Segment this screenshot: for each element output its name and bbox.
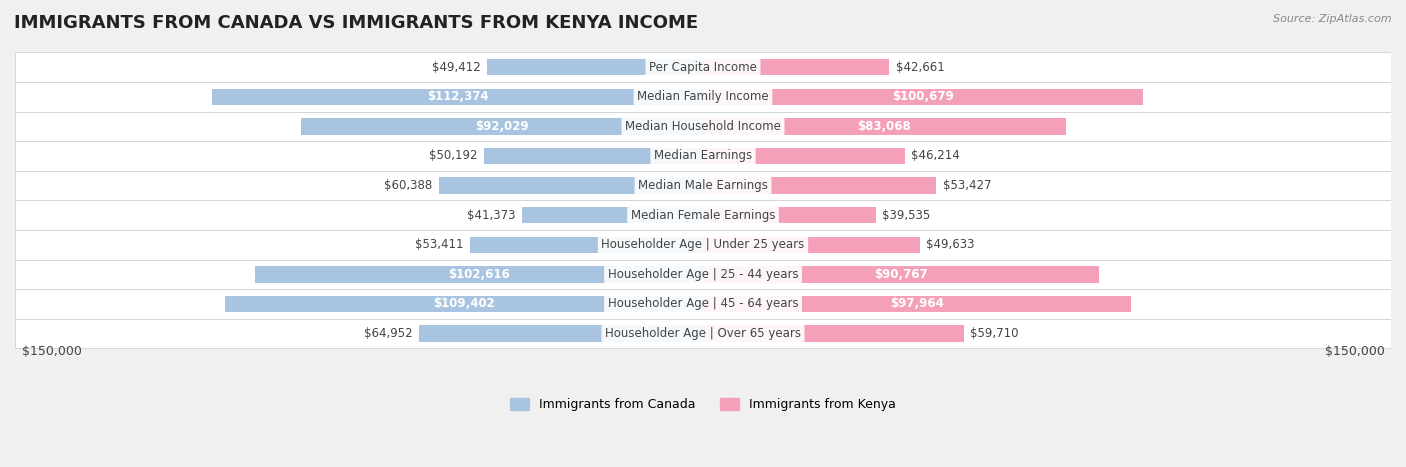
Text: $46,214: $46,214 <box>911 149 960 163</box>
Text: Householder Age | Over 65 years: Householder Age | Over 65 years <box>605 327 801 340</box>
FancyBboxPatch shape <box>15 230 1391 260</box>
FancyBboxPatch shape <box>15 200 1391 230</box>
Bar <box>419 325 703 342</box>
Text: $53,411: $53,411 <box>415 238 463 251</box>
Text: $60,388: $60,388 <box>384 179 433 192</box>
Bar <box>484 148 703 164</box>
Text: $97,964: $97,964 <box>890 297 943 311</box>
FancyBboxPatch shape <box>15 289 1391 319</box>
Bar <box>522 207 703 223</box>
Text: Source: ZipAtlas.com: Source: ZipAtlas.com <box>1274 14 1392 24</box>
FancyBboxPatch shape <box>15 52 1391 82</box>
Text: $64,952: $64,952 <box>364 327 413 340</box>
Text: Median Male Earnings: Median Male Earnings <box>638 179 768 192</box>
Text: $83,068: $83,068 <box>858 120 911 133</box>
Bar <box>212 89 703 105</box>
FancyBboxPatch shape <box>15 319 1391 348</box>
Bar <box>703 237 920 253</box>
Text: $49,633: $49,633 <box>927 238 974 251</box>
Text: $100,679: $100,679 <box>891 90 953 103</box>
Text: Median Earnings: Median Earnings <box>654 149 752 163</box>
Bar <box>703 266 1099 283</box>
Bar <box>254 266 703 283</box>
Legend: Immigrants from Canada, Immigrants from Kenya: Immigrants from Canada, Immigrants from … <box>505 393 901 416</box>
Bar <box>703 118 1066 134</box>
Text: $59,710: $59,710 <box>970 327 1019 340</box>
Bar <box>703 325 965 342</box>
Text: $150,000: $150,000 <box>21 345 82 358</box>
Text: Householder Age | 45 - 64 years: Householder Age | 45 - 64 years <box>607 297 799 311</box>
Bar <box>703 207 876 223</box>
Text: $49,412: $49,412 <box>432 61 481 74</box>
Text: Householder Age | Under 25 years: Householder Age | Under 25 years <box>602 238 804 251</box>
FancyBboxPatch shape <box>15 171 1391 200</box>
Bar <box>301 118 703 134</box>
FancyBboxPatch shape <box>15 112 1391 141</box>
Bar <box>703 177 936 194</box>
Bar <box>703 296 1130 312</box>
Text: $102,616: $102,616 <box>449 268 510 281</box>
Text: $50,192: $50,192 <box>429 149 477 163</box>
Bar <box>486 59 703 75</box>
Text: Median Female Earnings: Median Female Earnings <box>631 209 775 222</box>
Bar <box>439 177 703 194</box>
Text: $150,000: $150,000 <box>1324 345 1385 358</box>
Text: $109,402: $109,402 <box>433 297 495 311</box>
FancyBboxPatch shape <box>15 141 1391 171</box>
FancyBboxPatch shape <box>15 82 1391 112</box>
Text: Per Capita Income: Per Capita Income <box>650 61 756 74</box>
Text: $90,767: $90,767 <box>875 268 928 281</box>
Bar <box>470 237 703 253</box>
Text: Median Household Income: Median Household Income <box>626 120 780 133</box>
Text: $39,535: $39,535 <box>882 209 931 222</box>
Text: $92,029: $92,029 <box>475 120 529 133</box>
Text: $42,661: $42,661 <box>896 61 945 74</box>
Bar <box>703 148 905 164</box>
Bar <box>225 296 703 312</box>
Text: Median Family Income: Median Family Income <box>637 90 769 103</box>
Text: $112,374: $112,374 <box>427 90 488 103</box>
Text: $53,427: $53,427 <box>943 179 991 192</box>
Text: Householder Age | 25 - 44 years: Householder Age | 25 - 44 years <box>607 268 799 281</box>
Bar <box>703 59 890 75</box>
Bar <box>703 89 1143 105</box>
Text: IMMIGRANTS FROM CANADA VS IMMIGRANTS FROM KENYA INCOME: IMMIGRANTS FROM CANADA VS IMMIGRANTS FRO… <box>14 14 699 32</box>
Text: $41,373: $41,373 <box>467 209 516 222</box>
FancyBboxPatch shape <box>15 260 1391 289</box>
